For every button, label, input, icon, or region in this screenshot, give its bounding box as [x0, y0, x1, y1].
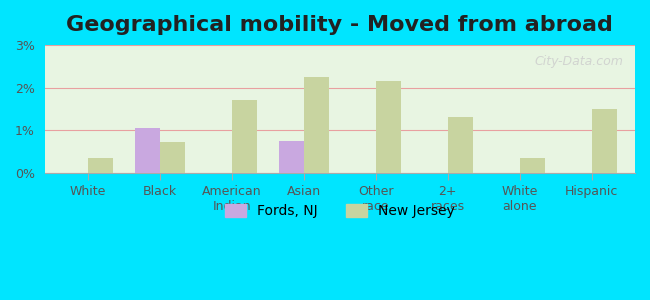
Bar — [160, 142, 185, 173]
Bar — [376, 81, 401, 173]
Bar — [304, 77, 329, 173]
Bar — [232, 100, 257, 173]
Bar — [279, 141, 304, 173]
Bar — [88, 158, 113, 173]
Legend: Fords, NJ, New Jersey: Fords, NJ, New Jersey — [220, 199, 460, 224]
Title: Geographical mobility - Moved from abroad: Geographical mobility - Moved from abroa… — [66, 15, 614, 35]
Bar — [448, 118, 473, 173]
Bar — [592, 109, 617, 173]
Text: City-Data.com: City-Data.com — [534, 55, 623, 68]
Bar — [135, 128, 160, 173]
Bar — [520, 158, 545, 173]
